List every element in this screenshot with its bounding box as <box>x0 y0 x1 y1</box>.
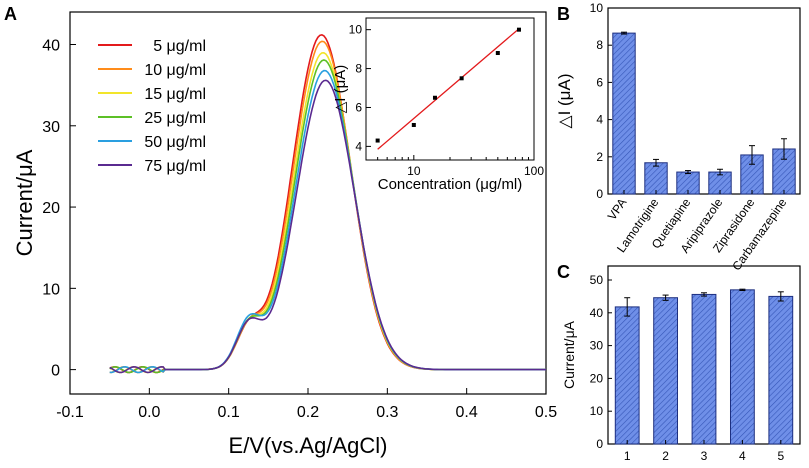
x-tick-label: 0.2 <box>297 404 319 421</box>
y-tick-label: 20 <box>42 200 60 217</box>
inset-marks <box>375 27 521 150</box>
inset-point <box>432 95 437 100</box>
panel-c-bars: 0 10 20 30 40 50 1 2 3 4 5 <box>590 273 794 463</box>
x-tick-label: 0.1 <box>218 404 240 421</box>
y-tick-label: 10 <box>590 404 604 418</box>
x-tick-label: 0.5 <box>535 404 557 421</box>
inset-point <box>516 27 521 32</box>
inset-point <box>411 122 416 127</box>
y-tick-label: 2 <box>596 150 603 164</box>
inset-x-tick-label: 10 <box>407 164 421 178</box>
panel-c: C 0 10 20 30 40 50 1 2 3 4 5 Current/μA <box>557 262 801 463</box>
inset-xlabel: Concentration (μg/ml) <box>378 176 523 193</box>
y-tick-label: 40 <box>42 38 60 55</box>
y-tick-label: 8 <box>596 38 603 52</box>
inset-calibration-plot: 10 100 4 6 8 10 Concentration (μg/ml) △I (μA) <box>332 17 545 193</box>
x-tick-label: 4 <box>739 449 746 463</box>
x-tick-label: 0.0 <box>138 404 160 421</box>
panel-b-letter: B <box>557 4 570 24</box>
inset-point <box>375 138 380 143</box>
y-tick-label: 0 <box>51 363 60 380</box>
y-tick-label: 20 <box>590 371 604 385</box>
panel-a-legend: 5 μg/ml 10 μg/ml 15 μg/ml 25 μg/ml 50 μg/ml 7… <box>98 38 206 175</box>
inset-point <box>459 76 464 81</box>
y-tick-label: 30 <box>590 339 604 353</box>
bar-5 <box>768 295 794 445</box>
bar-4 <box>729 289 755 445</box>
x-tick-label: 2 <box>662 449 669 463</box>
y-tick-label: 0 <box>596 437 603 451</box>
panel-c-ylabel: Current/μA <box>561 320 577 389</box>
panel-b: B 0246810VPALamotrigineQuetiapineAripipr… <box>555 1 801 273</box>
legend-label: 10 μg/ml <box>144 62 206 79</box>
x-tick-label: 0.4 <box>456 404 478 421</box>
panel-c-letter: C <box>557 262 570 282</box>
y-tick-label: 4 <box>596 113 603 127</box>
inset-ylabel: △I (μA) <box>332 65 349 114</box>
inset-fit-line <box>377 28 520 150</box>
panel-b-bars: 0246810VPALamotrigineQuetiapineAripipraz… <box>590 1 796 273</box>
x-tick-label: 1 <box>624 449 631 463</box>
bar-vpa <box>612 32 636 195</box>
y-tick-label: 0 <box>596 187 603 201</box>
y-tick-label: 6 <box>596 75 603 89</box>
inset-frame <box>365 17 535 161</box>
inset-y-tick-label: 10 <box>349 23 363 37</box>
x-tick-label: 3 <box>701 449 708 463</box>
legend-label: 5 μg/ml <box>153 38 206 55</box>
bar-lamotrigine <box>644 162 668 195</box>
x-tick-label: 0.3 <box>376 404 398 421</box>
y-tick-label: 40 <box>590 306 604 320</box>
legend-label: 25 μg/ml <box>144 110 206 127</box>
inset-x-tick-label: 100 <box>524 164 544 178</box>
curve-75ugml <box>109 79 546 374</box>
inset-point <box>495 51 500 56</box>
inset-axes: 10 100 4 6 8 10 <box>349 23 545 178</box>
x-tick-label: VPA <box>605 196 630 223</box>
inset-y-tick-label: 8 <box>355 62 362 76</box>
panel-b-frame <box>607 7 801 195</box>
bar-3 <box>691 293 717 445</box>
panel-a: A -0.1 0.0 0.1 0.2 0.3 0.4 0.5 0 10 20 30 40 E/V(vs… <box>4 4 557 458</box>
y-tick-label: 10 <box>590 1 604 15</box>
inset-y-tick-label: 6 <box>355 100 362 114</box>
legend-label: 75 μg/ml <box>144 158 206 175</box>
panel-a-xlabel: E/V(vs.Ag/AgCl) <box>229 433 388 458</box>
y-tick-label: 50 <box>590 273 604 287</box>
panel-b-ylabel: △I (μA) <box>555 74 574 129</box>
y-tick-label: 30 <box>42 119 60 136</box>
inset-y-tick-label: 4 <box>355 139 362 153</box>
x-tick-label: 5 <box>777 449 784 463</box>
bar-1 <box>614 306 640 445</box>
voltammogram-curves <box>109 33 546 374</box>
legend-label: 15 μg/ml <box>144 86 206 103</box>
panel-a-ylabel: Current/μA <box>12 149 37 256</box>
bar-2 <box>653 297 679 445</box>
panel-a-axes: -0.1 0.0 0.1 0.2 0.3 0.4 0.5 0 10 20 30 40 <box>42 38 557 421</box>
panel-a-letter: A <box>4 4 17 24</box>
y-tick-label: 10 <box>42 281 60 298</box>
x-tick-label: -0.1 <box>56 404 84 421</box>
legend-label: 50 μg/ml <box>144 134 206 151</box>
